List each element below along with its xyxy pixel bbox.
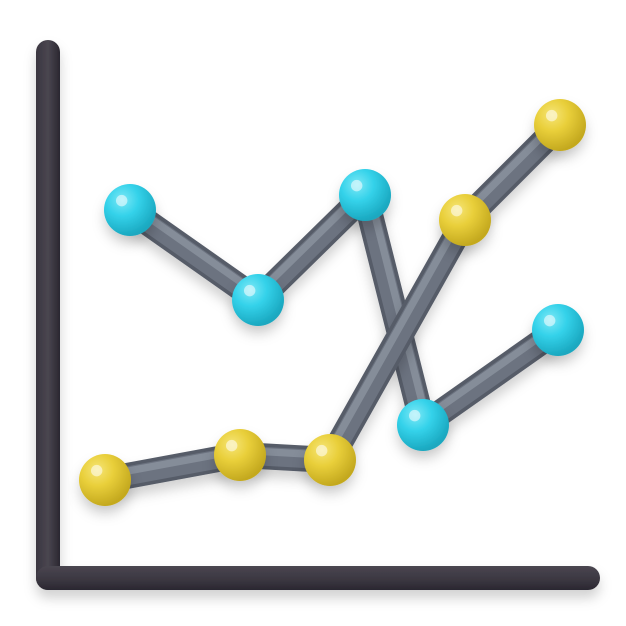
data-point <box>304 434 356 486</box>
data-point <box>214 429 266 481</box>
data-point <box>232 274 284 326</box>
data-point <box>439 194 491 246</box>
plot-area <box>79 99 586 506</box>
data-point <box>339 169 391 221</box>
data-point <box>79 454 131 506</box>
series-cyan <box>130 192 558 425</box>
data-point <box>534 99 586 151</box>
data-point <box>532 304 584 356</box>
data-point <box>104 184 156 236</box>
series-yellow <box>104 122 560 480</box>
data-point <box>397 399 449 451</box>
axis <box>36 40 600 590</box>
line-chart <box>0 0 626 626</box>
